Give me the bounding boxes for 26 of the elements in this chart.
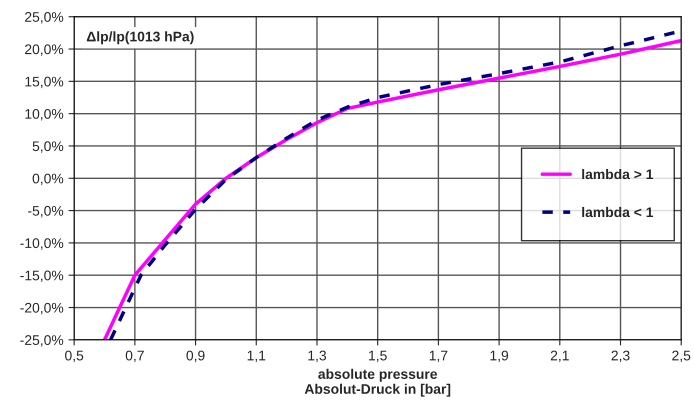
x-tick-label: 0,7 bbox=[126, 350, 144, 362]
y-tick-label: 20,0% bbox=[25, 44, 64, 56]
y-tick-label: -5,0% bbox=[28, 206, 64, 218]
y-tick-label: 10,0% bbox=[25, 108, 64, 120]
legend-label: lambda > 1 bbox=[582, 168, 654, 180]
x-tick-label: 2,3 bbox=[612, 350, 630, 362]
y-tick-label: 0,0% bbox=[32, 174, 64, 186]
x-tick-label: 1,1 bbox=[248, 350, 266, 362]
x-tick-label: 1,9 bbox=[490, 350, 508, 362]
x-tick-label: 2,1 bbox=[550, 350, 569, 362]
legend-label: lambda < 1 bbox=[582, 206, 654, 218]
x-tick-label: 1,7 bbox=[430, 350, 448, 362]
y-tick-label: 25,0% bbox=[25, 12, 64, 24]
y-tick-label: 15,0% bbox=[25, 76, 64, 88]
x-tick-label: 0,5 bbox=[65, 350, 84, 362]
annotation: Δlp/lp(1013 hPa) bbox=[86, 31, 194, 44]
y-tick-label: -25,0% bbox=[20, 335, 64, 347]
x-axis-title: absolute pressure Absolut-Druck in [bar] bbox=[304, 368, 450, 397]
y-tick-label: 5,0% bbox=[32, 141, 64, 153]
y-tick-label: -20,0% bbox=[20, 302, 64, 314]
x-tick-label: 1,3 bbox=[308, 350, 326, 362]
y-tick-label: -10,0% bbox=[20, 238, 64, 250]
x-tick-label: 1,5 bbox=[369, 350, 387, 362]
x-tick-label: 0,9 bbox=[186, 350, 205, 362]
x-tick-label: 2,5 bbox=[672, 350, 690, 362]
y-tick-label: -15,0% bbox=[20, 270, 64, 282]
